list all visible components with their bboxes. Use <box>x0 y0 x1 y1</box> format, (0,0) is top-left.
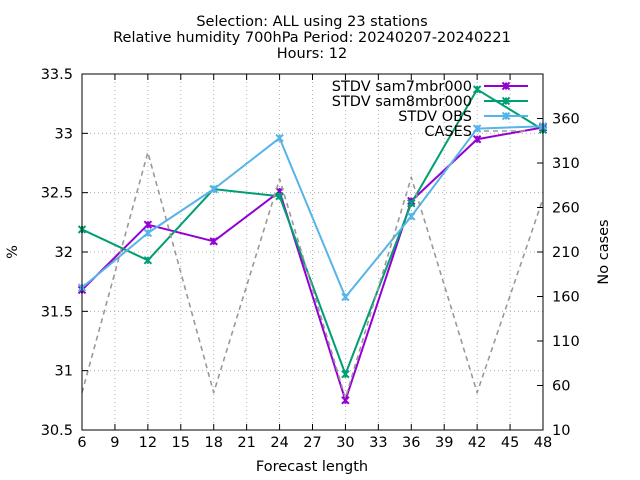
y-tick-label: 33.5 <box>41 67 73 83</box>
data-point-stdv-sam8mbr000 <box>275 192 284 201</box>
y2-tick-label: 360 <box>552 112 580 128</box>
data-point-stdv-obs <box>275 133 284 143</box>
data-point-stdv-obs <box>407 212 416 221</box>
x-tick-label: 42 <box>468 435 486 451</box>
legend-marker-stdv-obs <box>501 111 511 121</box>
legend-marker-stdv-sam8mbr000 <box>501 96 511 106</box>
x-tick-label: 15 <box>172 435 190 451</box>
y2-tick-label: 60 <box>552 379 570 395</box>
y2-tick-label: 10 <box>552 423 570 439</box>
legend-label-stdv-sam7mbr000: STDV sam7mbr000 <box>332 79 472 95</box>
data-point-stdv-sam7mbr000 <box>341 396 350 405</box>
data-point-stdv-obs <box>209 184 218 194</box>
series-line-cases <box>81 151 544 399</box>
data-point-stdv-sam8mbr000 <box>407 199 416 208</box>
y2-tick-label: 260 <box>552 201 580 217</box>
y-tick-label: 31.5 <box>41 304 73 320</box>
x-tick-label: 6 <box>77 435 86 451</box>
series-line-stdv-sam8mbr000 <box>81 88 544 376</box>
data-point-stdv-obs <box>341 292 350 302</box>
plot-series <box>77 85 548 405</box>
x-tick-label: 30 <box>336 435 354 451</box>
grid-lines <box>82 74 543 430</box>
data-point-stdv-sam8mbr000 <box>143 256 153 265</box>
data-point-stdv-sam8mbr000 <box>341 370 350 379</box>
series-line-stdv-obs <box>81 125 544 299</box>
y2-tick-label: 310 <box>552 156 580 172</box>
data-point-stdv-obs <box>472 124 482 133</box>
x-tick-label: 12 <box>139 435 157 451</box>
x-tick-label: 45 <box>501 435 519 451</box>
x-tick-label: 48 <box>534 435 552 451</box>
x-tick-label: 24 <box>270 435 288 451</box>
legend-label-stdv-obs: STDV OBS <box>398 109 472 125</box>
x-tick-label: 21 <box>237 435 255 451</box>
x-axis-label: Forecast length <box>256 459 368 475</box>
series-line-stdv-sam7mbr000 <box>81 126 544 402</box>
y-tick-label: 32.5 <box>41 186 73 202</box>
y2-tick-label: 160 <box>552 290 580 306</box>
chart-title-line-2: Relative humidity 700hPa Period: 2024020… <box>113 30 511 46</box>
y-axis-label: % <box>5 245 21 259</box>
y-tick-label: 31 <box>55 364 73 380</box>
data-point-stdv-sam7mbr000 <box>209 237 218 246</box>
y-tick-label: 30.5 <box>41 423 73 439</box>
data-point-stdv-sam8mbr000 <box>472 85 482 94</box>
chart-title-line-3: Hours: 12 <box>277 46 347 62</box>
data-point-stdv-sam7mbr000 <box>472 135 482 144</box>
plot-frame <box>81 73 544 431</box>
y2-tick-label: 210 <box>552 245 580 261</box>
x-tick-label: 27 <box>303 435 321 451</box>
y-tick-label: 33 <box>55 126 73 142</box>
x-tick-label: 18 <box>204 435 222 451</box>
x-tick-label: 36 <box>402 435 420 451</box>
data-point-stdv-obs <box>143 228 153 238</box>
y-tick-label: 32 <box>55 245 73 261</box>
x-tick-label: 39 <box>435 435 453 451</box>
legend-marker-stdv-sam7mbr000 <box>501 81 511 91</box>
chart-title-line-1: Selection: ALL using 23 stations <box>196 14 427 30</box>
y2-axis-label: No cases <box>596 219 612 284</box>
x-tick-label: 33 <box>369 435 387 451</box>
legend-label-stdv-sam8mbr000: STDV sam8mbr000 <box>332 94 472 110</box>
axis-ticks: 6 9 12 15 18 21 24 27 30 33 36 39 42 45 48 30.5 31 31.5 32… <box>41 67 580 451</box>
legend-label-cases: CASES <box>424 124 472 140</box>
data-point-stdv-sam7mbr000 <box>143 220 153 229</box>
x-tick-label: 9 <box>110 435 119 451</box>
y2-tick-label: 110 <box>552 334 580 350</box>
